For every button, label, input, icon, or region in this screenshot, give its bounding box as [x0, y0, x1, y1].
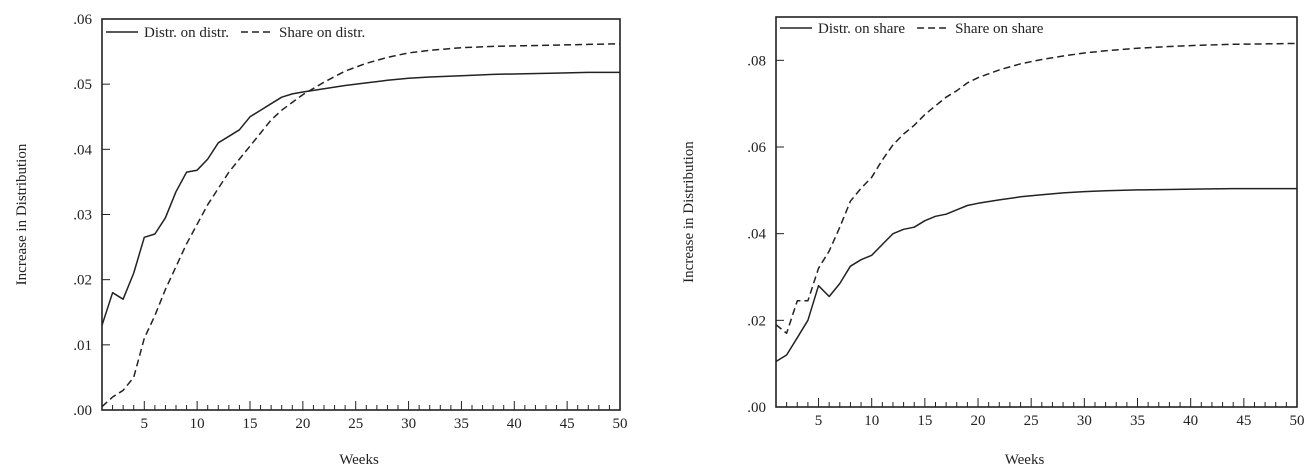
- y-tick-label: .08: [747, 53, 766, 69]
- x-tick-label: 25: [1024, 413, 1039, 429]
- x-tick-label: 15: [243, 416, 258, 432]
- y-tick-label: .06: [747, 140, 766, 156]
- y-axis-label: Increase in Distribution: [14, 143, 30, 285]
- y-axis-label: Increase in Distribution: [681, 141, 697, 283]
- series-line-distr-on-distr: [101, 71, 620, 326]
- legend-label: Share on distr.: [279, 25, 365, 41]
- legend-label: Share on share: [955, 21, 1044, 37]
- x-tick-label: 5: [815, 413, 823, 429]
- chart-panel-2: 5 10 15 20 25 30 35 40 45 50 .00 .02 .04 .06 .08 Weeks I…: [681, 16, 1305, 468]
- x-tick-label: 40: [1183, 413, 1198, 429]
- legend-label: Distr. on share: [818, 21, 905, 37]
- y-tick-label: .00: [747, 400, 766, 416]
- y-tick-label: .04: [747, 227, 766, 243]
- x-tick-label: 30: [401, 416, 416, 432]
- x-axis-label: Weeks: [1005, 452, 1045, 468]
- x-tick-label: 15: [917, 413, 932, 429]
- y-tick-label: .02: [747, 313, 766, 329]
- plot-frame: [101, 18, 621, 411]
- x-tick-label: 5: [141, 416, 149, 432]
- x-tick-label: 40: [507, 416, 522, 432]
- y-tick-label: .03: [73, 208, 92, 224]
- x-tick-label: 10: [190, 416, 205, 432]
- y-tick-label: .01: [73, 338, 92, 354]
- x-tick-label: 20: [295, 416, 310, 432]
- x-tick-label: 50: [1290, 413, 1305, 429]
- x-axis-label: Weeks: [339, 452, 379, 468]
- x-tick-label: 45: [1236, 413, 1251, 429]
- plot-frame: [775, 16, 1298, 408]
- x-tick-label: 50: [613, 416, 628, 432]
- y-tick-label: .04: [73, 142, 92, 158]
- y-tick-label: .02: [73, 273, 92, 289]
- x-tick-label: 45: [560, 416, 575, 432]
- x-tick-label: 25: [348, 416, 363, 432]
- chart-panel-1: 5 10 15 20 25 30 35 40 45 50 .00 .01 .02 .03 .04 .05 .06…: [14, 12, 628, 468]
- y-tick-label: .06: [73, 12, 92, 28]
- x-tick-label: 35: [1130, 413, 1145, 429]
- y-tick-label: .00: [73, 403, 92, 419]
- y-tick-label: .05: [73, 77, 92, 93]
- series-line-share-on-share: [775, 42, 1298, 335]
- x-tick-label: 20: [971, 413, 986, 429]
- series-line-distr-on-share: [775, 187, 1297, 363]
- legend-label: Distr. on distr.: [144, 25, 229, 41]
- series-line-share-on-distr: [101, 43, 621, 408]
- x-tick-label: 30: [1077, 413, 1092, 429]
- x-tick-label: 10: [864, 413, 879, 429]
- x-tick-label: 35: [454, 416, 469, 432]
